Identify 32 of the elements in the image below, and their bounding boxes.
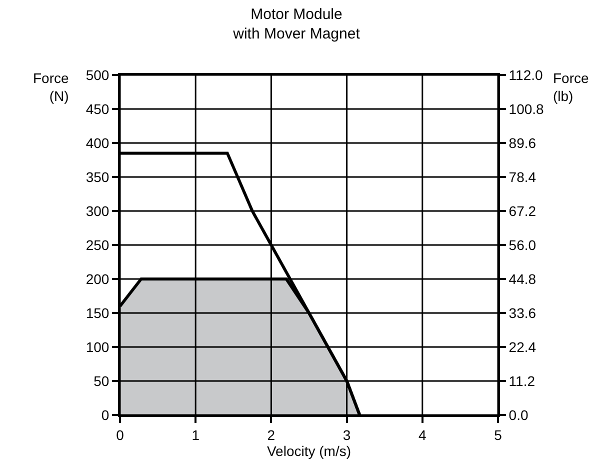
chart-title: Motor Module with Mover Magnet — [232, 6, 361, 42]
y2-tick-label: 100.8 — [508, 100, 544, 117]
y-tick-label: 400 — [86, 134, 110, 151]
y2-tick-label: 11.2 — [508, 372, 536, 389]
y2-tick-label: 33.6 — [508, 304, 536, 321]
x-axis-title: Velocity (m/s) — [266, 442, 352, 459]
y2-tick-label: 67.2 — [508, 202, 536, 219]
y-tick-label: 0 — [101, 406, 110, 423]
y-tick-label: 150 — [86, 304, 110, 321]
y2-tick-label: 0.0 — [508, 406, 528, 423]
y-tick-label: 450 — [86, 100, 110, 117]
y-tick-label: 100 — [86, 338, 110, 355]
y-tick-label: 250 — [86, 236, 110, 253]
y2-tick-label: 56.0 — [508, 236, 536, 253]
y2-tick-label: 78.4 — [508, 168, 536, 185]
y-tick-label: 300 — [86, 202, 110, 219]
y2-tick-label: 44.8 — [508, 270, 536, 287]
y-tick-label: 200 — [86, 270, 110, 287]
x-tick-label: 4 — [418, 426, 426, 443]
y-tick-label: 350 — [86, 168, 110, 185]
y-tick-label: 50 — [94, 372, 110, 389]
y-tick-label: 500 — [86, 66, 110, 83]
y2-axis-title: Force (lb) — [553, 70, 589, 104]
y-axis-title: Force (N) — [33, 70, 69, 104]
y2-tick-label: 89.6 — [508, 134, 536, 151]
x-tick-label: 2 — [267, 426, 276, 443]
y2-tick-label: 112.0 — [508, 66, 544, 83]
x-tick-label: 5 — [494, 426, 502, 443]
x-tick-label: 1 — [192, 426, 200, 443]
y2-tick-label: 22.4 — [508, 338, 536, 355]
x-tick-label: 3 — [342, 426, 351, 443]
x-tick-label: 0 — [116, 426, 124, 443]
